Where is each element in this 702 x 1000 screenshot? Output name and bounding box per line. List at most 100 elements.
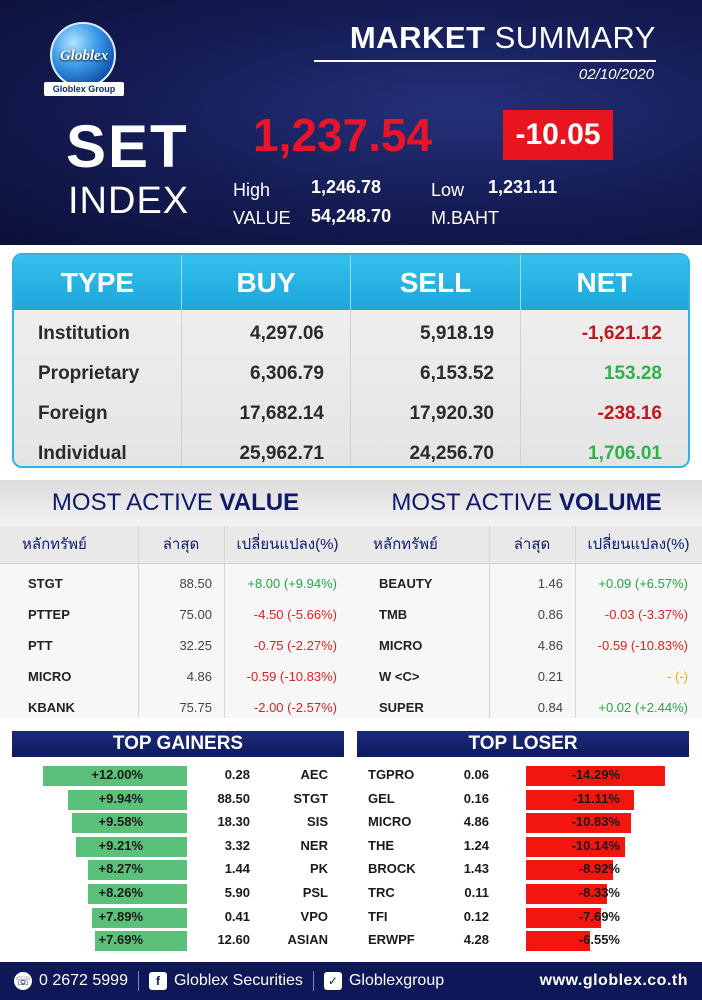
gainer-bar (76, 836, 187, 857)
footer-facebook[interactable]: Globlex Securities (173, 972, 303, 989)
gainer-percent: +12.00% (91, 767, 143, 782)
loser-row[interactable]: MICRO 4.86 -10.83% (351, 811, 702, 835)
loser-row[interactable]: TFI 0.12 -7.69% (351, 906, 702, 930)
loser-row[interactable]: TRC 0.11 -8.33% (351, 882, 702, 906)
gainer-symbol: ASIAN (287, 932, 328, 948)
loser-price: 1.43 (463, 861, 489, 877)
table-row[interactable]: TMB 0.86 -0.03 (-3.37%) (351, 599, 702, 630)
loser-row[interactable]: ERWPF 4.28 -6.55% (351, 929, 702, 953)
col-last: ล่าสุด (513, 536, 551, 553)
set-index-change: -10.05 (503, 110, 613, 160)
loser-symbol: ERWPF (368, 932, 415, 948)
most-active-value-title: MOST ACTIVE VALUE (0, 480, 351, 526)
gainer-bar (92, 907, 187, 928)
loser-price: 1.24 (463, 837, 489, 853)
table-row[interactable]: KBANK 75.75 -2.00 (-2.57%) (0, 692, 351, 723)
line-icon: ✓ (323, 972, 342, 990)
most-active-value-rows: STGT 88.50 +8.00 (+9.94%) PTTEP 75.00 -4.50 (… (0, 564, 351, 723)
symbol-cell: PTT (28, 638, 53, 653)
last-price-cell: 4.86 (186, 669, 212, 684)
loser-row[interactable]: TGPRO 0.06 -14.29% (351, 764, 702, 788)
header-banner: Globlex Globlex Group MARKET SUMMARY 02/… (0, 0, 702, 245)
gainer-row[interactable]: +8.27% 1.44 PK (0, 858, 351, 882)
loser-bar (526, 836, 625, 857)
low-value: 1,231.11 (488, 177, 558, 197)
symbol-cell: TMB (379, 607, 408, 622)
buy-column: 4,297.06 6,306.79 17,682.14 25,962.71 (182, 310, 351, 466)
index-label: INDEX (68, 180, 190, 222)
table-row[interactable]: STGT 88.50 +8.00 (+9.94%) (0, 568, 351, 599)
investor-type: Individual (38, 443, 127, 464)
loser-percent: -8.92% (578, 861, 620, 877)
loser-symbol: TGPRO (368, 767, 415, 782)
table-row[interactable]: BEAUTY 1.46 +0.09 (+6.57%) (351, 568, 702, 599)
gainer-bar (95, 931, 187, 952)
change-cell: - (-) (667, 669, 688, 684)
sell-value: 5,918.19 (420, 323, 494, 344)
phone-icon: ☏ (14, 972, 32, 990)
gainer-percent: +7.89% (98, 908, 143, 924)
table-row[interactable]: MICRO 4.86 -0.59 (-10.83%) (0, 661, 351, 692)
footer-website-link[interactable]: www.globlex.co.th (539, 972, 688, 989)
buy-value: 17,682.14 (239, 403, 324, 424)
loser-row[interactable]: BROCK 1.43 -8.92% (351, 858, 702, 882)
gainer-percent: +9.94% (98, 790, 143, 806)
globlex-logo[interactable]: Globlex Globlex Group (44, 22, 124, 96)
gainer-row[interactable]: +9.94% 88.50 STGT (0, 788, 351, 812)
col-change: เปลี่ยนแปลง(%) (587, 536, 690, 553)
top-loser-title: TOP LOSER (357, 731, 689, 757)
footer-divider (137, 971, 139, 991)
table-row[interactable]: MICRO 4.86 -0.59 (-10.83%) (351, 630, 702, 661)
loser-row[interactable]: THE 1.24 -10.14% (351, 835, 702, 859)
gainer-row[interactable]: +7.69% 12.60 ASIAN (0, 929, 351, 953)
col-change: เปลี่ยนแปลง(%) (236, 536, 339, 553)
loser-symbol: BROCK (368, 861, 416, 877)
table-row[interactable]: W <C> 0.21 - (-) (351, 661, 702, 692)
gainer-row[interactable]: +12.00% 0.28 AEC (0, 764, 351, 788)
gainer-bar (43, 766, 187, 786)
investor-type: Institution (38, 323, 130, 344)
gainer-row[interactable]: +9.21% 3.32 NER (0, 835, 351, 859)
symbol-cell: PTTEP (28, 607, 70, 622)
buy-value: 25,962.71 (239, 443, 324, 464)
change-cell: -4.50 (-5.66%) (253, 607, 337, 622)
loser-bar (526, 907, 601, 928)
gainer-price: 0.41 (224, 908, 250, 924)
loser-bar (526, 813, 631, 834)
change-cell: -2.00 (-2.57%) (253, 700, 337, 715)
table-row[interactable]: SUPER 0.84 +0.02 (+2.44%) (351, 692, 702, 723)
col-last: ล่าสุด (162, 536, 200, 553)
logo-subtitle: Globlex Group (44, 82, 124, 96)
last-price-cell: 0.86 (537, 607, 563, 622)
change-cell: +0.02 (+2.44%) (598, 700, 688, 715)
report-date: 02/10/2020 (578, 66, 654, 83)
col-symbol: หลักทรัพย์ (22, 536, 87, 553)
unit-label: M.BAHT (431, 208, 500, 228)
footer-line[interactable]: Globlexgroup (348, 972, 445, 989)
loser-row[interactable]: GEL 0.16 -11.11% (351, 788, 702, 812)
turnover-value: 54,248.70 (311, 206, 392, 226)
footer-phone[interactable]: 0 2672 5999 (39, 972, 128, 989)
loser-bar (526, 931, 590, 952)
buy-value: 4,297.06 (250, 323, 324, 344)
column-divider (138, 526, 139, 718)
globe-icon (50, 22, 116, 88)
investor-type: Foreign (38, 403, 108, 424)
investor-type: Proprietary (38, 363, 140, 384)
last-price-cell: 4.86 (537, 638, 563, 653)
top-gainers-title: TOP GAINERS (12, 731, 344, 757)
footer-divider (312, 971, 314, 991)
buy-value: 6,306.79 (250, 363, 324, 384)
loser-percent: -14.29% (571, 767, 620, 782)
gainer-row[interactable]: +8.26% 5.90 PSL (0, 882, 351, 906)
loser-percent: -11.11% (573, 790, 620, 806)
gainer-bar (88, 860, 187, 881)
table-row[interactable]: PTT 32.25 -0.75 (-2.27%) (0, 630, 351, 661)
most-active-volume-title: MOST ACTIVE VOLUME (351, 480, 702, 526)
gainer-row[interactable]: +7.89% 0.41 VPO (0, 906, 351, 930)
net-value: -238.16 (597, 403, 662, 424)
table-row[interactable]: PTTEP 75.00 -4.50 (-5.66%) (0, 599, 351, 630)
loser-percent: -7.69% (578, 908, 620, 924)
gainer-row[interactable]: +9.58% 18.30 SIS (0, 811, 351, 835)
last-price-cell: 88.50 (179, 576, 212, 591)
